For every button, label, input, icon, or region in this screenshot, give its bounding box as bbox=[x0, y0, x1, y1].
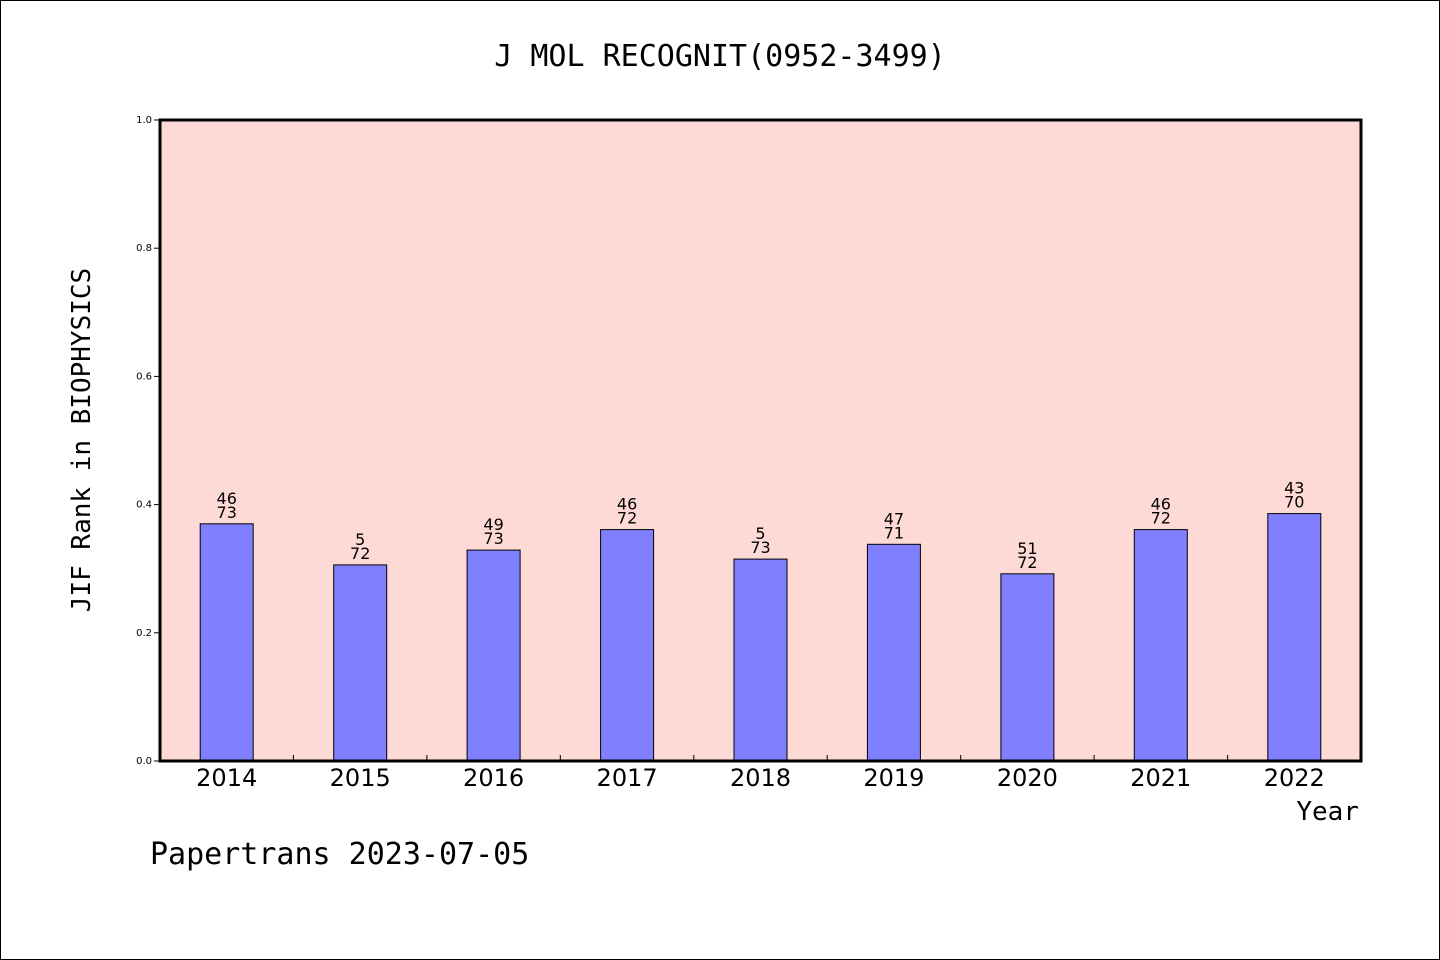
x-tick-label: 2019 bbox=[863, 764, 924, 792]
y-tick-label: 0.8 bbox=[136, 243, 152, 254]
bar-2018 bbox=[733, 558, 788, 762]
bar-label-rank: 46 bbox=[217, 489, 237, 508]
bar-label-total: 72 bbox=[617, 509, 637, 528]
y-tick-label: 0.6 bbox=[136, 371, 152, 382]
y-axis: 0.0 0.2 0.4 0.6 0.8 1.0 bbox=[136, 115, 160, 767]
bar-2019 bbox=[866, 543, 921, 762]
bar-label-rank: 46 bbox=[617, 495, 637, 514]
bar-label-rank: 43 bbox=[1284, 479, 1304, 498]
x-tick-label: 2014 bbox=[196, 764, 257, 792]
bar-2021 bbox=[1133, 529, 1188, 762]
y-tick-label: 0.0 bbox=[136, 756, 152, 767]
y-tick-label: 0.2 bbox=[136, 628, 152, 639]
bar-2017 bbox=[600, 529, 655, 762]
bar-label-total: 73 bbox=[217, 503, 237, 522]
bar-2020 bbox=[1000, 573, 1055, 762]
bar-2022 bbox=[1267, 513, 1322, 762]
bar-label-total: 72 bbox=[1017, 553, 1037, 572]
chart-title: J MOL RECOGNIT(0952-3499) bbox=[494, 39, 946, 74]
bar-label-rank: 47 bbox=[884, 509, 904, 528]
bars-group bbox=[199, 513, 1322, 762]
x-tick-label: 2017 bbox=[597, 764, 658, 792]
bar-label-rank: 46 bbox=[1151, 495, 1171, 514]
bar-label-total: 71 bbox=[884, 523, 904, 542]
y-axis-label: JIF Rank in BIOPHYSICS bbox=[67, 268, 97, 612]
plot-border bbox=[158, 118, 1363, 763]
bar-label-rank: 5 bbox=[755, 524, 765, 543]
bar-label-total: 72 bbox=[1151, 509, 1171, 528]
x-tick-label: 2021 bbox=[1130, 764, 1191, 792]
bar-label-rank: 49 bbox=[483, 515, 503, 534]
bar-label-total: 70 bbox=[1284, 493, 1304, 512]
bar-label-total: 72 bbox=[350, 544, 370, 563]
bar-label-rank: 5 bbox=[355, 530, 365, 549]
x-tick-label: 2015 bbox=[330, 764, 391, 792]
x-axis: 2014 2015 2016 2017 2018 2019 2020 2021 2022 bbox=[196, 755, 1325, 792]
y-tick-label: 1.0 bbox=[136, 115, 152, 126]
bar-label-total: 73 bbox=[483, 529, 503, 548]
footer-watermark: Papertrans 2023-07-05 bbox=[150, 837, 529, 872]
bar-2014 bbox=[199, 523, 254, 762]
x-tick-label: 2018 bbox=[730, 764, 791, 792]
x-tick-label: 2020 bbox=[997, 764, 1058, 792]
y-tick-label: 0.4 bbox=[136, 500, 152, 511]
x-tick-label: 2016 bbox=[463, 764, 524, 792]
bar-label-total: 73 bbox=[750, 538, 770, 557]
bar-label-rank: 51 bbox=[1017, 539, 1037, 558]
bar-2015 bbox=[333, 564, 388, 762]
x-axis-label: Year bbox=[1296, 797, 1359, 827]
x-tick-label: 2022 bbox=[1264, 764, 1325, 792]
bar-2016 bbox=[466, 549, 521, 762]
